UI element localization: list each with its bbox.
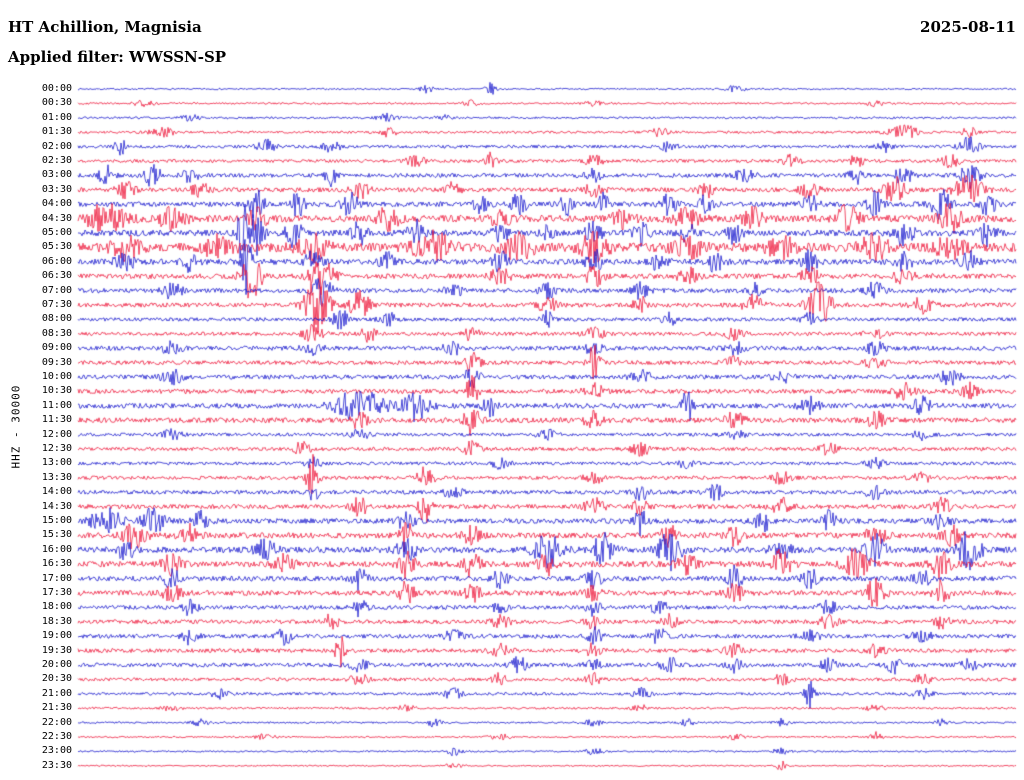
time-label-1330: 13:30 xyxy=(41,471,72,483)
time-label-1830: 18:30 xyxy=(41,615,72,627)
time-label-1900: 19:00 xyxy=(41,630,72,642)
time-label-1600: 16:00 xyxy=(41,543,72,555)
time-label-1030: 10:30 xyxy=(41,385,72,397)
time-label-2330: 23:30 xyxy=(41,759,72,771)
time-label-1800: 18:00 xyxy=(41,601,72,613)
time-label-0730: 07:30 xyxy=(41,299,72,310)
time-label-0700: 07:00 xyxy=(41,284,72,296)
time-label-2200: 22:00 xyxy=(41,716,72,728)
time-label-1700: 17:00 xyxy=(41,572,72,584)
time-label-0330: 03:30 xyxy=(41,183,72,195)
time-label-1430: 14:30 xyxy=(41,500,72,512)
time-label-1530: 15:30 xyxy=(41,529,72,541)
date-label: 2025-08-11 xyxy=(920,18,1016,36)
time-label-0100: 01:00 xyxy=(41,111,72,123)
time-label-1730: 17:30 xyxy=(41,587,72,598)
time-label-2130: 21:30 xyxy=(41,702,72,714)
time-label-1200: 12:00 xyxy=(41,428,72,440)
time-label-0900: 09:00 xyxy=(41,342,72,354)
time-label-2230: 22:30 xyxy=(41,731,72,742)
time-label-0000: 00:00 xyxy=(41,83,72,94)
time-label-1630: 16:30 xyxy=(41,558,72,570)
time-label-2030: 20:30 xyxy=(41,673,72,685)
filter-label: Applied filter: WWSSN-SP xyxy=(8,48,227,66)
time-label-1100: 11:00 xyxy=(41,399,72,411)
time-label-1000: 10:00 xyxy=(41,371,72,382)
time-label-0230: 02:30 xyxy=(41,155,72,166)
time-label-0300: 03:00 xyxy=(41,169,72,181)
time-label-1500: 15:00 xyxy=(41,515,72,526)
time-label-1400: 14:00 xyxy=(41,486,72,498)
time-label-0530: 05:30 xyxy=(41,241,72,253)
time-label-0600: 06:00 xyxy=(41,255,72,267)
time-label-0400: 04:00 xyxy=(41,198,72,210)
station-title: HT Achillion, Magnisia xyxy=(8,18,202,36)
time-label-2300: 23:00 xyxy=(41,745,72,757)
time-label-1130: 11:30 xyxy=(41,414,72,426)
time-label-0130: 01:30 xyxy=(41,126,72,138)
time-label-1230: 12:30 xyxy=(41,443,72,454)
time-label-0430: 04:30 xyxy=(41,212,72,224)
time-label-1300: 13:00 xyxy=(41,457,72,469)
header-row: HT Achillion, Magnisia 2025-08-11 xyxy=(8,18,1016,36)
y-axis-label: HHZ - 30000 xyxy=(9,384,23,469)
time-label-1930: 19:30 xyxy=(41,644,72,656)
time-label-0800: 08:00 xyxy=(41,313,72,325)
time-label-0630: 06:30 xyxy=(41,270,72,282)
time-label-2000: 20:00 xyxy=(41,659,72,670)
time-label-0830: 08:30 xyxy=(41,327,72,339)
time-label-0200: 02:00 xyxy=(41,140,72,152)
time-label-0500: 05:00 xyxy=(41,227,72,238)
time-label-0930: 09:30 xyxy=(41,356,72,368)
time-label-2100: 21:00 xyxy=(41,687,72,699)
time-label-0030: 00:30 xyxy=(41,97,72,109)
